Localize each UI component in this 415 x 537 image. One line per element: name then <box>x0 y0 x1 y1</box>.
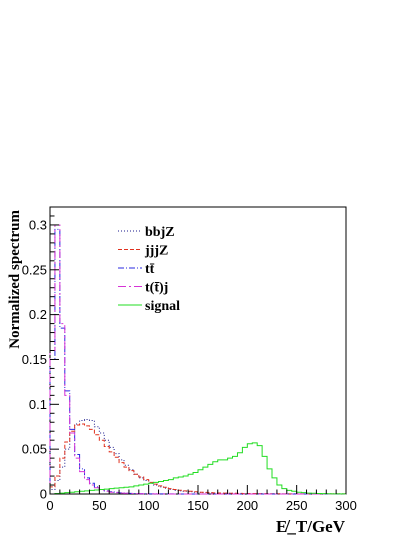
legend-label-3: t(t̄)j <box>145 281 168 296</box>
x-tick-label: 300 <box>335 498 357 513</box>
series-line-2 <box>49 228 346 495</box>
y-tick-label: 0.15 <box>22 352 47 367</box>
legend-label-4: signal <box>145 299 180 314</box>
y-tick-label: 0 <box>40 487 47 502</box>
y-axis: 0 0.05 0.1 0.15 0.2 0.25 0.3 <box>22 215 59 502</box>
x-tick-label: 0 <box>46 498 53 513</box>
y-tick-label: 0.25 <box>22 262 47 277</box>
x-tick-label: 150 <box>187 498 209 513</box>
legend-label-1: jjjZ <box>144 244 168 259</box>
y-tick-label: 0.1 <box>29 397 47 412</box>
x-tick-label: 250 <box>286 498 308 513</box>
x-tick-label: 50 <box>92 498 106 513</box>
y-tick-label: 0.2 <box>29 307 47 322</box>
y-tick-label: 0.3 <box>29 217 47 232</box>
legend-label-0: bbjZ <box>145 225 175 240</box>
x-tick-label: 100 <box>138 498 160 513</box>
x-axis-title: E̸_T/GeV <box>276 517 346 536</box>
legend-label-2: tt̄ <box>145 262 155 277</box>
x-axis: 0 50 100 150 200 250 300 <box>46 485 357 513</box>
legend: bbjZ jjjZ tt̄ t(t̄)j signal <box>118 225 180 314</box>
y-axis-title: Normalized spectrum <box>7 210 23 349</box>
series-line-3 <box>49 224 346 495</box>
x-tick-label: 200 <box>236 498 258 513</box>
plot-frame <box>49 206 347 495</box>
y-tick-label: 0.05 <box>22 442 47 457</box>
